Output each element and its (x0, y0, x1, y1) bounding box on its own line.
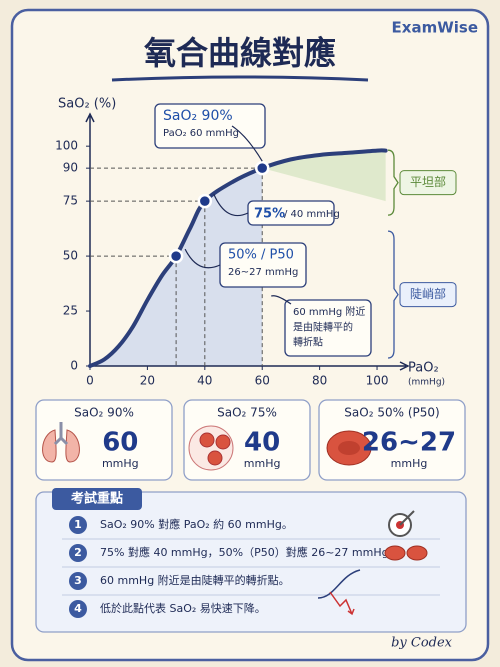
callout-text: 60 mmHg 附近 (293, 305, 365, 318)
callout-text: 26~27 mmHg (228, 267, 298, 278)
chart: SaO₂ (%) PaO₂ (mmHg) 0 25 50 75 90 100 0 20 40 60 80 1… (55, 97, 457, 388)
cell-icon (215, 434, 231, 450)
x-tick-label: 80 (312, 374, 327, 388)
callout-text: SaO₂ 90% (163, 108, 233, 124)
callout-text: 是由陡轉平的 (293, 320, 353, 333)
region-bracket (387, 230, 399, 359)
callout-text: 75% (254, 207, 285, 222)
item-text: SaO₂ 90% 對應 PaO₂ 約 60 mmHg。 (100, 517, 293, 531)
cell-icon (199, 432, 215, 448)
y-tick-label: 90 (63, 161, 78, 175)
num-badge (69, 600, 87, 618)
region-label: 平坦部 (410, 174, 446, 189)
region-bracket (387, 149, 399, 216)
num-badge (69, 544, 87, 562)
item-number: 3 (74, 574, 82, 587)
brand: ExamWise (392, 19, 478, 37)
cell-icon (406, 545, 428, 561)
x-tick-label: 60 (255, 374, 270, 388)
callout-text: PaO₂ 60 mmHg (163, 128, 239, 139)
callout-box (154, 103, 266, 149)
num-badge (69, 572, 87, 590)
card-value: 26~27 (362, 428, 456, 458)
callout-text: 50% / P50 (228, 248, 294, 263)
callout-text: / 40 mmHg (284, 209, 340, 220)
key-title-tab (52, 488, 142, 510)
key-points: 考試重點 1 SaO₂ 90% 對應 PaO₂ 約 60 mmHg。 2 75% 對應 … (35, 488, 467, 633)
card-heading: SaO₂ 75% (217, 406, 277, 420)
item-text: 低於此點代表 SaO₂ 易快速下降。 (100, 601, 266, 615)
y-tick-label: 100 (55, 139, 78, 153)
signature: by Codex (391, 636, 453, 651)
x-axis-label: PaO₂ (408, 361, 439, 376)
card-heading: SaO₂ 90% (74, 406, 134, 420)
card-value: 40 (244, 428, 280, 458)
item-number: 1 (74, 518, 82, 531)
x-axis (90, 361, 410, 371)
dart-icon (399, 510, 415, 526)
title: 氧合曲線對應 (144, 34, 336, 72)
cell-icon (384, 545, 406, 561)
y-axis-label: SaO₂ (%) (58, 97, 116, 112)
x-tick-label: 0 (86, 374, 94, 388)
y-tick-label: 75 (63, 194, 78, 208)
x-axis-unit: (mmHg) (408, 378, 445, 388)
card-unit: mmHg (244, 457, 281, 470)
x-tick-label: 20 (140, 374, 155, 388)
item-number: 4 (74, 602, 82, 615)
callout-arrow (213, 193, 249, 217)
callout-arrow (231, 125, 263, 162)
flat-area (262, 150, 386, 202)
title-underline (111, 75, 369, 82)
y-axis (85, 112, 95, 366)
key-point (168, 248, 184, 264)
y-tick-label: 50 (63, 249, 78, 263)
trachea-icon (53, 422, 69, 446)
oxygen-curve (88, 148, 388, 368)
card-value: 60 (102, 428, 138, 458)
y-tick-label: 25 (63, 304, 78, 318)
x-tick-label: 100 (366, 374, 389, 388)
callout-text: 轉折點 (293, 336, 323, 349)
y-tick-label: 0 (70, 359, 78, 373)
item-text: 60 mmHg 附近是由陡轉平的轉折點。 (100, 573, 290, 587)
callout-arrow (271, 295, 292, 305)
drop-arrow-icon (329, 591, 355, 616)
region-label: 陡峭部 (410, 286, 446, 301)
key-panel (35, 491, 467, 633)
callout-arrow (184, 248, 221, 269)
mini-curve-icon (317, 569, 361, 599)
item-number: 2 (74, 546, 82, 559)
card-unit: mmHg (391, 457, 428, 470)
card-heading: SaO₂ 50% (P50) (344, 406, 439, 420)
region-tag (399, 170, 457, 196)
key-point (197, 193, 213, 209)
cell-icon-center (338, 441, 360, 455)
num-badge (69, 516, 87, 534)
key-title: 考試重點 (71, 491, 123, 507)
region-tag (399, 282, 457, 308)
x-tick-label: 40 (197, 374, 212, 388)
key-point (254, 160, 270, 176)
item-text: 75% 對應 40 mmHg，50%（P50）對應 26~27 mmHg。 (100, 545, 400, 559)
card-unit: mmHg (102, 457, 139, 470)
cell-icon (207, 450, 223, 466)
callout-box (284, 299, 372, 357)
